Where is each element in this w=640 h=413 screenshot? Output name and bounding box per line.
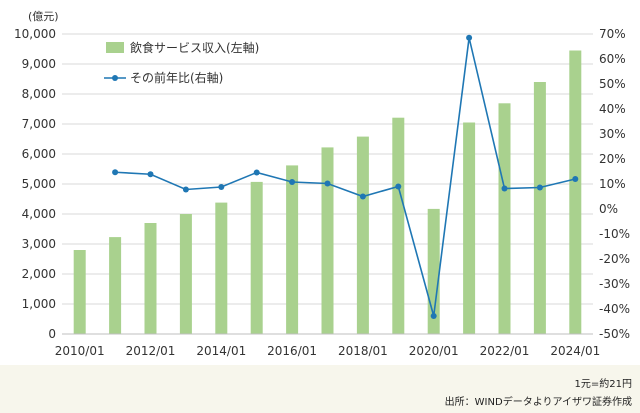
y-axis-unit-label: (億元) xyxy=(28,10,59,23)
y-tick-label: 6,000 xyxy=(22,147,56,161)
axes: (億元) 0 1,000 2,000 3,000 4,000 5,000 6,000 7,00… xyxy=(14,10,630,358)
y-tick-label: 2,000 xyxy=(22,267,56,281)
yoy-point xyxy=(147,171,154,178)
bar xyxy=(109,237,122,334)
y2-tick-label: -40% xyxy=(599,302,630,316)
bar xyxy=(392,117,405,334)
y2-tick-label: 70% xyxy=(599,27,626,41)
combo-chart: (億元) 0 1,000 2,000 3,000 4,000 5,000 6,000 7,00… xyxy=(14,10,630,358)
bar xyxy=(533,82,546,334)
line-series xyxy=(112,34,579,319)
y2-tick-label: -50% xyxy=(599,327,630,341)
exchange-rate-note: 1元=約21円 xyxy=(574,379,632,390)
bar xyxy=(250,181,263,334)
x-tick-label: 2010/01 xyxy=(55,344,105,358)
y-tick-label: 10,000 xyxy=(14,27,56,41)
x-tick-label: 2012/01 xyxy=(126,344,176,358)
legend-line-label: その前年比(右軸) xyxy=(130,70,223,85)
bar xyxy=(215,202,228,334)
yoy-point xyxy=(112,169,119,176)
bar xyxy=(569,50,582,334)
yoy-point xyxy=(182,186,189,193)
y2-tick-label: -20% xyxy=(599,252,630,266)
x-tick-label: 2016/01 xyxy=(267,344,317,358)
yoy-point xyxy=(395,183,402,190)
yoy-point xyxy=(218,184,225,190)
yoy-point xyxy=(501,185,508,192)
x-tick-label: 2024/01 xyxy=(550,344,600,358)
y2-tick-label: 50% xyxy=(599,77,626,91)
y2-tick-label: 30% xyxy=(599,127,626,141)
yoy-point xyxy=(253,169,260,176)
yoy-point xyxy=(466,34,473,41)
bar xyxy=(144,223,157,334)
y2-tick-label: 0% xyxy=(599,202,618,216)
legend: 飲食サービス収入(左軸) その前年比(右軸) xyxy=(104,40,259,85)
bar xyxy=(463,122,476,334)
footer: 1元=約21円 出所：WINDデータよりアイザワ証券作成 xyxy=(0,365,640,413)
y2-tick-label: -30% xyxy=(599,277,630,291)
y2-tick-label: 60% xyxy=(599,52,626,66)
yoy-point xyxy=(289,179,296,185)
yoy-line xyxy=(115,37,576,317)
y2-tick-label: -10% xyxy=(599,227,630,241)
y2-tick-label: 10% xyxy=(599,177,626,191)
bar xyxy=(73,250,86,334)
legend-line-marker xyxy=(112,75,118,81)
x-tick-label: 2022/01 xyxy=(480,344,530,358)
x-tick-label: 2020/01 xyxy=(409,344,459,358)
yoy-point xyxy=(430,313,437,319)
bar xyxy=(356,136,369,334)
bar xyxy=(321,147,334,334)
legend-bar-swatch xyxy=(106,42,124,53)
y2-tick-label: 40% xyxy=(599,102,626,116)
y-tick-label: 9,000 xyxy=(22,57,56,71)
bar xyxy=(179,214,192,334)
y-tick-label: 5,000 xyxy=(22,177,56,191)
yoy-point xyxy=(572,176,579,182)
x-tick-label: 2014/01 xyxy=(196,344,246,358)
yoy-point xyxy=(324,180,331,187)
y-tick-label: 7,000 xyxy=(22,117,56,131)
bar xyxy=(498,103,511,334)
y-tick-label: 0 xyxy=(48,327,56,341)
bar xyxy=(286,165,299,334)
chart-area: (億元) 0 1,000 2,000 3,000 4,000 5,000 6,000 7,00… xyxy=(0,0,640,365)
y-tick-label: 4,000 xyxy=(22,207,56,221)
y-tick-label: 8,000 xyxy=(22,87,56,101)
yoy-point xyxy=(536,184,543,191)
bar-series xyxy=(73,50,582,334)
source-note: 出所：WINDデータよりアイザワ証券作成 xyxy=(444,397,632,408)
legend-bar-label: 飲食サービス収入(左軸) xyxy=(130,40,259,55)
y-tick-label: 3,000 xyxy=(22,237,56,251)
yoy-point xyxy=(359,193,366,200)
x-tick-label: 2018/01 xyxy=(338,344,388,358)
y2-tick-label: 20% xyxy=(599,152,626,166)
y-tick-label: 1,000 xyxy=(22,297,56,311)
